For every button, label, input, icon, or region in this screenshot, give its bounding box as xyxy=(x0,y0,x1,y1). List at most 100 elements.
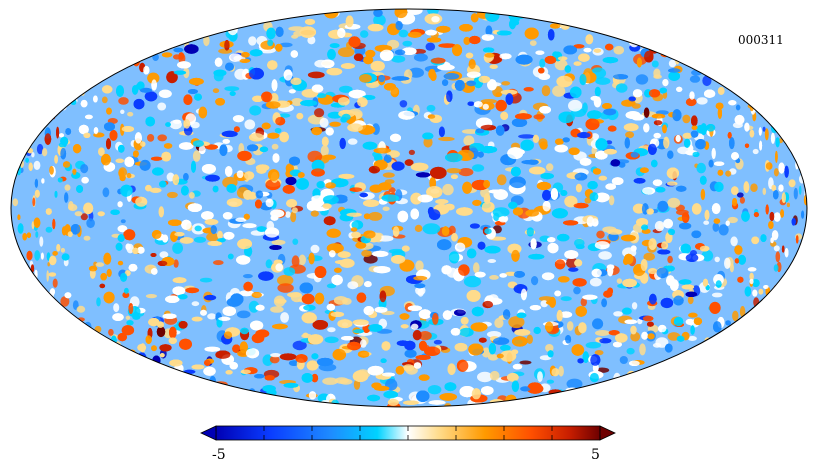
fluctuation-spot xyxy=(125,243,131,251)
fluctuation-spot xyxy=(437,239,452,251)
fluctuation-spot xyxy=(606,264,615,270)
fluctuation-spot xyxy=(647,333,655,340)
fluctuation-spot xyxy=(308,334,324,345)
fluctuation-spot xyxy=(579,158,592,166)
fluctuation-spot xyxy=(76,305,86,313)
fluctuation-spot xyxy=(713,321,722,333)
fluctuation-spot xyxy=(205,144,218,150)
fluctuation-spot xyxy=(556,75,573,88)
fluctuation-spot xyxy=(711,292,723,298)
fluctuation-spot xyxy=(577,132,591,139)
fluctuation-spot xyxy=(690,325,695,335)
fluctuation-spot xyxy=(159,353,165,358)
fluctuation-spot xyxy=(624,137,630,149)
fluctuation-spot xyxy=(117,225,128,233)
fluctuation-spot xyxy=(357,97,368,107)
fluctuation-spot xyxy=(269,245,282,250)
fluctuation-spot xyxy=(499,273,508,278)
fluctuation-spot xyxy=(310,401,321,407)
fluctuation-spot xyxy=(531,276,539,286)
fluctuation-spot xyxy=(595,77,611,85)
fluctuation-spot xyxy=(569,86,582,99)
fluctuation-spot xyxy=(580,297,587,307)
fluctuation-spot xyxy=(320,145,329,157)
fluctuation-spot xyxy=(206,232,220,242)
fluctuation-spot xyxy=(514,400,523,407)
fluctuation-spot xyxy=(551,368,560,377)
fluctuation-spot xyxy=(511,118,528,127)
fluctuation-spot xyxy=(752,148,759,155)
fluctuation-spot xyxy=(112,313,124,321)
fluctuation-spot xyxy=(566,378,583,390)
fluctuation-spot xyxy=(554,259,566,270)
fluctuation-spot xyxy=(601,298,607,308)
fluctuation-spot xyxy=(641,224,648,231)
fluctuation-spot xyxy=(665,343,673,353)
fluctuation-spot xyxy=(564,195,578,208)
fluctuation-spot xyxy=(44,133,52,145)
fluctuation-spot xyxy=(542,200,551,212)
fluctuation-spot xyxy=(481,347,491,358)
fluctuation-spot xyxy=(512,336,528,347)
fluctuation-spot xyxy=(379,49,394,61)
fluctuation-spot xyxy=(106,107,112,115)
fluctuation-spot xyxy=(212,88,220,94)
fluctuation-spot xyxy=(685,318,695,325)
fluctuation-spot xyxy=(230,293,244,306)
fluctuation-spot xyxy=(613,45,625,55)
fluctuation-spot xyxy=(640,259,648,271)
fluctuation-spot xyxy=(270,306,284,313)
fluctuation-spot xyxy=(496,174,507,186)
fluctuation-spot xyxy=(387,398,399,406)
fluctuation-spot xyxy=(183,67,190,79)
fluctuation-spot xyxy=(194,93,202,101)
colorbar-max-label: 5 xyxy=(591,447,600,463)
fluctuation-spot xyxy=(323,216,336,226)
fluctuation-spot xyxy=(773,264,779,272)
fluctuation-spot xyxy=(311,84,324,93)
fluctuation-spot xyxy=(773,190,779,200)
fluctuation-spot xyxy=(607,287,613,295)
fluctuation-spot xyxy=(192,150,201,162)
fluctuation-spot xyxy=(511,349,519,355)
fluctuation-spot xyxy=(304,18,316,25)
fluctuation-spot xyxy=(261,91,273,103)
fluctuation-spot xyxy=(653,132,661,139)
fluctuation-spot xyxy=(515,113,532,120)
fluctuation-spot xyxy=(607,229,623,235)
fluctuation-spot xyxy=(218,48,233,54)
fluctuation-spot xyxy=(675,52,680,65)
fluctuation-spot xyxy=(152,167,164,176)
fluctuation-spot xyxy=(399,100,408,108)
fluctuation-spot xyxy=(539,106,551,114)
fluctuation-spot xyxy=(743,181,750,193)
fluctuation-spot xyxy=(102,85,113,94)
fluctuation-spot xyxy=(379,290,387,303)
fluctuation-spot xyxy=(321,59,335,69)
fluctuation-spot xyxy=(655,186,666,193)
fluctuation-spot xyxy=(74,211,83,217)
fluctuation-spot xyxy=(68,201,74,211)
fluctuation-spot xyxy=(696,97,708,105)
fluctuation-spot xyxy=(530,238,537,250)
fluctuation-spot xyxy=(191,301,200,307)
fluctuation-spot xyxy=(73,144,82,154)
fluctuation-spot xyxy=(492,207,510,218)
fluctuation-spot xyxy=(582,294,598,300)
fluctuation-spot xyxy=(150,253,157,257)
fluctuation-spot xyxy=(249,133,264,142)
fluctuation-spot xyxy=(459,327,474,337)
fluctuation-spot xyxy=(644,50,654,63)
fluctuation-spot xyxy=(578,322,587,334)
fluctuation-spot xyxy=(83,132,91,138)
fluctuation-spot xyxy=(713,218,721,224)
fluctuation-spot xyxy=(728,100,737,106)
fluctuation-spot xyxy=(60,247,66,253)
fluctuation-spot xyxy=(363,230,376,239)
fluctuation-spot xyxy=(714,256,720,263)
fluctuation-spot xyxy=(547,242,559,254)
fluctuation-spot xyxy=(295,354,308,363)
fluctuation-spot xyxy=(438,43,457,48)
fluctuation-spot xyxy=(662,124,667,134)
fluctuation-spot xyxy=(41,252,44,260)
